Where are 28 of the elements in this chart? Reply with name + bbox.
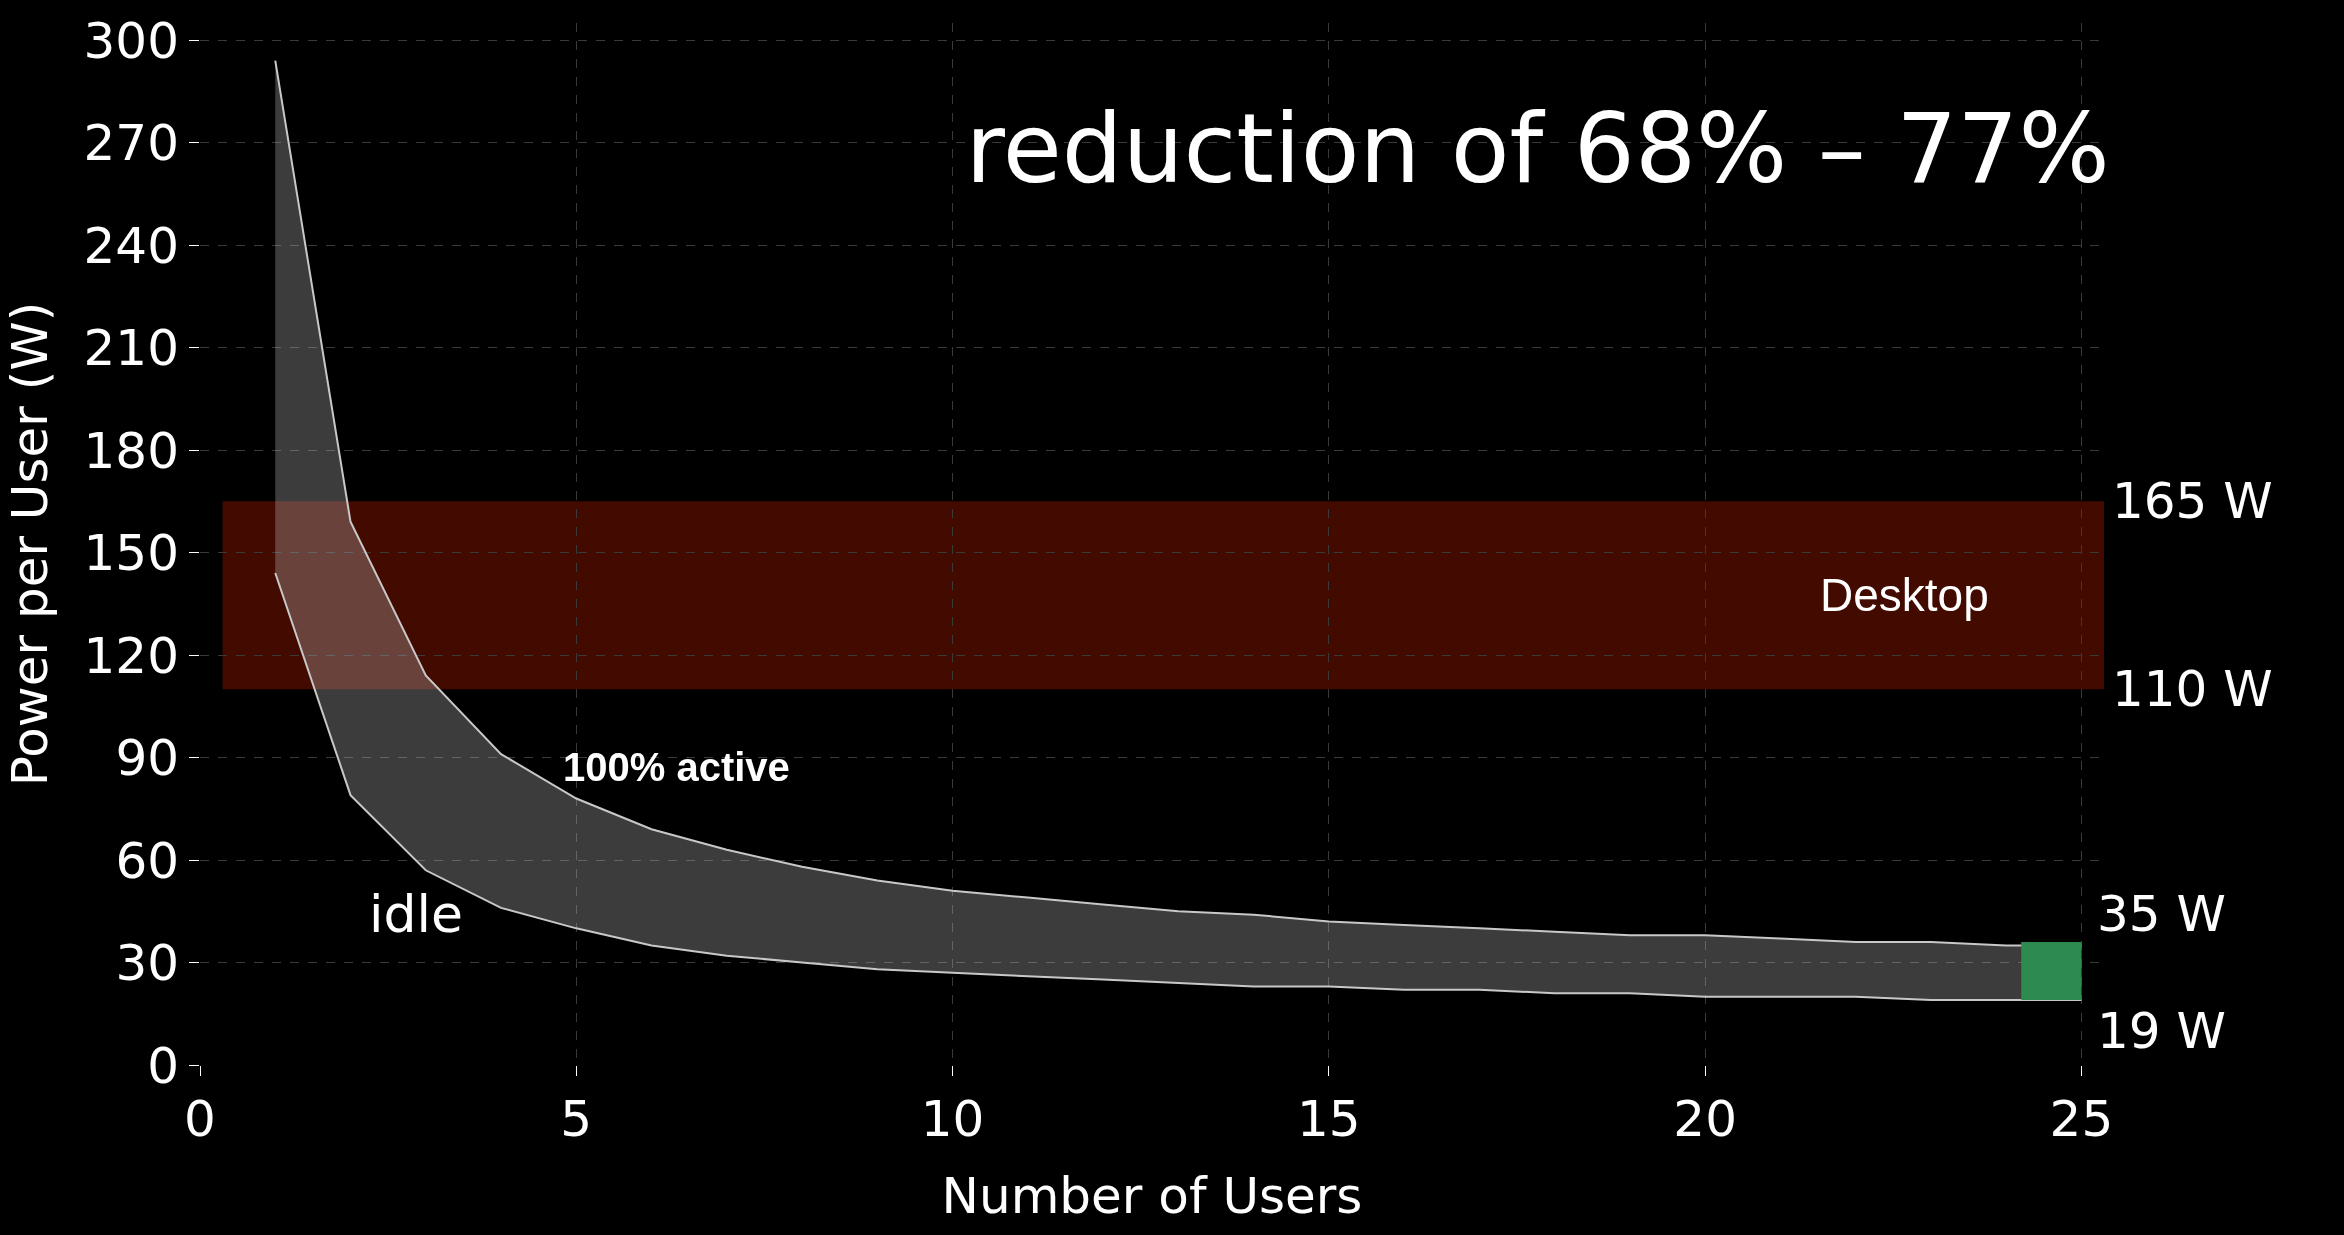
y-tick-label: 0 <box>147 1036 179 1095</box>
y-tick-label: 60 <box>115 831 179 890</box>
y-tick-label: 240 <box>83 216 179 275</box>
x-tick-label: 20 <box>1673 1090 1737 1148</box>
y-tick-label: 120 <box>83 626 179 685</box>
line-series <box>274 572 2083 1002</box>
y-tick-label: 90 <box>115 729 179 788</box>
x-tick-label: 25 <box>2049 1090 2114 1148</box>
annotation: 110 W <box>2112 660 2273 718</box>
y-tick-label: 270 <box>83 114 179 173</box>
x-tick-label: 10 <box>920 1090 985 1148</box>
y-tick-label: 180 <box>83 421 179 480</box>
y-axis-title: Power per User (W) <box>0 301 59 787</box>
data-label: 35 W <box>2097 885 2226 943</box>
y-tick-label: 300 <box>83 11 179 70</box>
text: reduction of 68% – 77% <box>965 92 2110 205</box>
series-label: 100% active <box>563 745 790 789</box>
x-tick-label: 5 <box>560 1090 593 1148</box>
band-label: Desktop <box>1820 569 1989 621</box>
data-label: 19 W <box>2097 1002 2226 1060</box>
x-tick-label: 0 <box>184 1090 216 1148</box>
annotation: 165 W <box>2112 472 2273 530</box>
y-tick-label: 30 <box>115 934 179 993</box>
x-tick-label: 15 <box>1297 1090 1361 1148</box>
y-tick-label: 210 <box>83 319 179 378</box>
y-tick-label: 150 <box>83 524 179 583</box>
series-label: idle <box>369 884 463 944</box>
x-axis-title: Number of Users <box>941 1166 1363 1225</box>
